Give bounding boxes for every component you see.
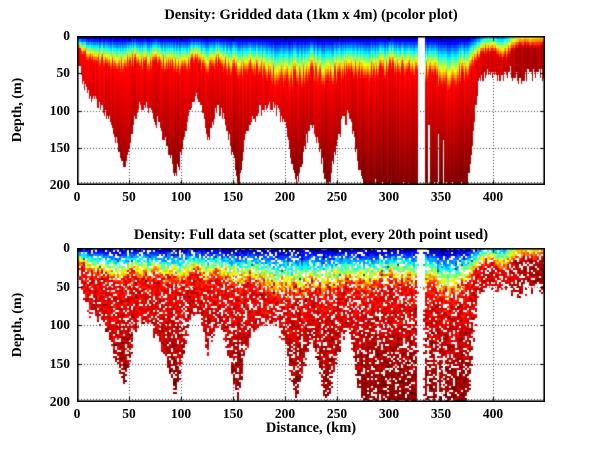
y-tick-label: 100 bbox=[49, 317, 70, 332]
x-tick-label: 350 bbox=[430, 406, 452, 421]
x-tick-label: 50 bbox=[122, 189, 136, 204]
x-tick-label: 100 bbox=[170, 189, 192, 204]
x-tick-label: 150 bbox=[222, 189, 244, 204]
x-tick-label: 200 bbox=[274, 406, 296, 421]
y-tick-label: 0 bbox=[63, 240, 70, 255]
top-y-axis-label: Depth, (m) bbox=[10, 77, 25, 143]
y-tick-label: 150 bbox=[49, 139, 70, 155]
x-tick-label: 300 bbox=[378, 406, 400, 421]
x-axis-label: Distance, (km) bbox=[265, 420, 357, 436]
y-tick-label: 50 bbox=[56, 65, 71, 81]
x-tick-label: 100 bbox=[170, 406, 192, 421]
x-tick-label: 250 bbox=[326, 406, 348, 421]
y-tick-label: 100 bbox=[49, 102, 70, 118]
scatter-plot-area bbox=[77, 248, 545, 402]
y-tick-label: 150 bbox=[49, 355, 70, 371]
bottom-y-axis-label: Depth, (m) bbox=[10, 292, 25, 358]
y-tick-label: 50 bbox=[56, 278, 71, 294]
x-tick-label: 300 bbox=[378, 189, 400, 204]
top-plot-title: Density: Gridded data (1km x 4m) (pcolor… bbox=[164, 7, 458, 23]
x-tick-label: 150 bbox=[222, 406, 244, 421]
y-tick-label: 200 bbox=[49, 394, 70, 409]
x-tick-label: 0 bbox=[73, 406, 81, 421]
x-tick-label: 250 bbox=[326, 189, 348, 204]
x-tick-label: 50 bbox=[122, 406, 136, 421]
x-tick-label: 0 bbox=[73, 189, 81, 204]
x-tick-label: 400 bbox=[482, 189, 504, 204]
pcolor-plot-area bbox=[77, 36, 545, 185]
x-tick-label: 350 bbox=[430, 189, 452, 204]
x-tick-label: 400 bbox=[482, 406, 504, 421]
y-tick-label: 200 bbox=[49, 177, 70, 192]
bottom-plot-title: Density: Full data set (scatter plot, ev… bbox=[133, 227, 489, 243]
x-tick-label: 200 bbox=[274, 189, 296, 204]
y-tick-label: 0 bbox=[63, 28, 70, 43]
